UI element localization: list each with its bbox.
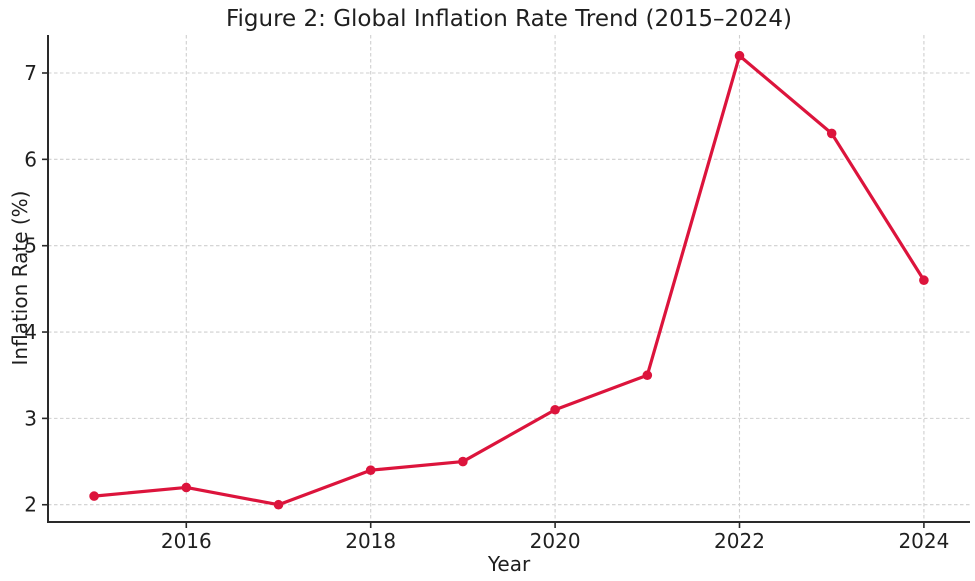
x-tick-label: 2022	[714, 529, 765, 553]
data-point	[89, 491, 99, 501]
y-tick-label: 5	[24, 234, 37, 258]
y-tick-label: 2	[24, 493, 37, 517]
data-point	[273, 499, 284, 510]
y-tick-label: 3	[24, 406, 37, 430]
y-tick-label: 7	[24, 61, 37, 85]
x-tick-label: 2024	[898, 529, 949, 553]
data-point	[181, 482, 192, 493]
data-point	[365, 465, 376, 475]
data-point	[642, 370, 653, 381]
x-tick-label: 2018	[345, 529, 396, 553]
chart-title: Figure 2: Global Inflation Rate Trend (2…	[225, 6, 793, 32]
y-tick-label: 4	[24, 320, 37, 344]
data-point	[550, 404, 560, 415]
data-line	[92, 54, 926, 507]
data-point	[919, 275, 929, 286]
data-point	[734, 50, 745, 61]
x-tick-label: 2020	[530, 529, 581, 553]
data-point	[458, 456, 468, 467]
y-tick-label: 6	[24, 147, 37, 171]
x-tick-label: 2016	[161, 529, 212, 553]
x-axis-label: Year	[487, 552, 531, 576]
data-point	[826, 128, 837, 139]
